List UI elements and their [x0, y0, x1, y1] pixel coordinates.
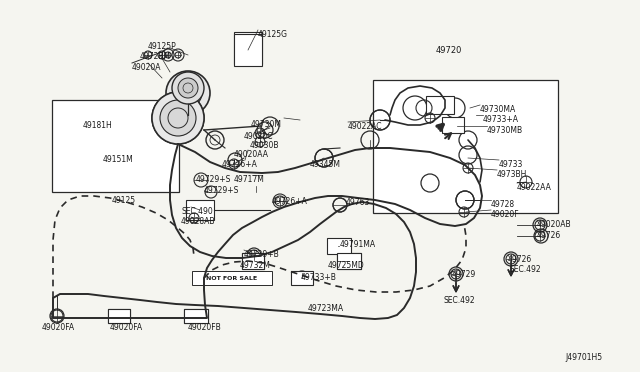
Circle shape: [174, 79, 202, 107]
Circle shape: [178, 78, 198, 98]
Text: 49022AA: 49022AA: [517, 183, 552, 192]
Text: 49733: 49733: [499, 160, 524, 169]
Text: 4973BH: 4973BH: [497, 170, 527, 179]
Bar: [184, 309, 208, 323]
Text: 49020FB: 49020FB: [188, 323, 221, 332]
Text: 49729+B: 49729+B: [244, 250, 280, 259]
Text: 49730MA: 49730MA: [480, 105, 516, 114]
Text: 49791MA: 49791MA: [340, 240, 376, 249]
Text: 49726: 49726: [537, 231, 561, 240]
Text: 49345M: 49345M: [310, 160, 341, 169]
Text: J49701H5: J49701H5: [565, 353, 602, 362]
Text: 49730MB: 49730MB: [487, 126, 523, 135]
Text: 49125P: 49125P: [148, 42, 177, 51]
Text: 49720: 49720: [436, 46, 462, 55]
Circle shape: [160, 100, 196, 136]
Text: 49726: 49726: [508, 255, 532, 264]
Text: 4972BM: 4972BM: [140, 52, 171, 61]
Text: SEC.492: SEC.492: [443, 296, 475, 305]
Bar: [373, 80, 558, 213]
Text: 49723MA: 49723MA: [308, 304, 344, 313]
Bar: [108, 309, 130, 323]
Text: 49729+S: 49729+S: [204, 186, 239, 195]
Text: NOT FOR SALE: NOT FOR SALE: [207, 276, 257, 280]
Bar: [184, 309, 208, 323]
Text: 49729: 49729: [452, 270, 476, 279]
Text: 49726+A: 49726+A: [272, 197, 308, 206]
Bar: [426, 96, 454, 114]
Text: 49020C: 49020C: [244, 132, 273, 141]
Text: 49020FA: 49020FA: [110, 323, 143, 332]
Bar: [242, 253, 264, 269]
Text: 49125G: 49125G: [258, 30, 288, 39]
Text: 49028AB: 49028AB: [181, 217, 216, 226]
Text: 49732M: 49732M: [240, 261, 271, 270]
Circle shape: [172, 72, 204, 104]
Circle shape: [152, 92, 204, 144]
Text: 49151M: 49151M: [103, 155, 134, 164]
Text: 49022AC: 49022AC: [348, 122, 383, 131]
Bar: [52, 100, 179, 192]
Text: 49729+S: 49729+S: [196, 175, 232, 184]
Text: 49717M: 49717M: [234, 175, 265, 184]
Text: SEC.490: SEC.490: [181, 207, 212, 216]
Text: 49728: 49728: [491, 200, 515, 209]
Text: 49125: 49125: [112, 196, 136, 205]
Bar: [337, 253, 361, 269]
Text: 49020AA: 49020AA: [234, 150, 269, 159]
Bar: [242, 253, 264, 269]
Text: 49726+A: 49726+A: [222, 160, 258, 169]
Bar: [442, 117, 464, 133]
Text: 49733+A: 49733+A: [483, 115, 519, 124]
Text: 49020F: 49020F: [491, 210, 520, 219]
Bar: [192, 271, 272, 285]
Bar: [337, 253, 361, 269]
Text: 49181H: 49181H: [83, 121, 113, 130]
Text: 49733+B: 49733+B: [301, 273, 337, 282]
Text: 49725MD: 49725MD: [328, 261, 365, 270]
Text: 49020FA: 49020FA: [42, 323, 75, 332]
Text: 49020A: 49020A: [132, 63, 161, 72]
Text: 49020AB: 49020AB: [537, 220, 572, 229]
Bar: [186, 200, 214, 220]
Text: SEC.492: SEC.492: [510, 265, 541, 274]
Circle shape: [166, 71, 210, 115]
Bar: [291, 271, 313, 285]
Text: 49030B: 49030B: [250, 141, 280, 150]
Bar: [108, 309, 130, 323]
Bar: [327, 238, 351, 254]
Text: 49730M: 49730M: [251, 120, 282, 129]
Text: 49763: 49763: [346, 198, 371, 207]
Bar: [234, 34, 262, 66]
Bar: [234, 32, 262, 64]
